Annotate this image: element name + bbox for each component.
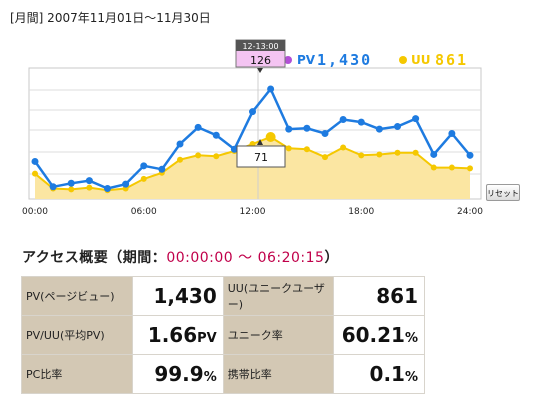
tooltip-uu-value: 71 (254, 151, 268, 164)
stat-value-mobile-ratio: 0.1% (333, 354, 425, 394)
pv-point (285, 125, 293, 133)
stat-label-unique-rate: ユニーク率 (222, 315, 335, 355)
pv-point (85, 177, 93, 185)
pv-point (230, 145, 238, 153)
x-tick-label: 24:00 (457, 207, 483, 217)
pv-point (339, 116, 347, 124)
uu-point (285, 145, 292, 152)
stat-unit-pv-per-uu: PV (197, 331, 217, 346)
pv-point (267, 85, 275, 93)
pv-point (357, 118, 365, 126)
stats-row: PC比率 99.9% 携帯比率 0.1% (20, 354, 425, 394)
stats-table: PV(ページビュー) 1,430 UU(ユニークユーザー) 861 PV/UU(… (20, 276, 425, 394)
pv-point (303, 124, 311, 132)
stat-unit-pc-ratio: % (203, 370, 217, 385)
uu-point (448, 164, 455, 171)
x-tick-label: 12:00 (240, 207, 266, 217)
uu-point (340, 144, 347, 151)
stat-label-pv: PV(ページビュー) (20, 276, 134, 316)
pv-total: 1,430 (317, 51, 372, 69)
x-axis-ticks: 00:00 06:00 12:00 18:00 24:00 (22, 207, 483, 217)
period-heading: [月間] 2007年11月01日～11月30日 (10, 11, 211, 25)
uu-point (68, 186, 75, 193)
stat-number-pv-per-uu: 1.66 (147, 323, 198, 347)
uu-point (32, 170, 38, 177)
pv-point (212, 131, 220, 139)
tooltip-pv-value: 126 (250, 54, 271, 67)
uu-point (140, 175, 147, 182)
pv-point (176, 140, 184, 148)
x-tick-label: 18:00 (348, 207, 374, 217)
pv-point (375, 125, 383, 133)
uu-hover-point (265, 131, 276, 142)
uu-point (394, 149, 401, 156)
uu-tooltip: 71 (236, 139, 286, 168)
uu-legend-label: UU (411, 53, 431, 67)
uu-point (412, 149, 419, 156)
uu-point (195, 152, 202, 159)
stat-label-uu: UU(ユニークユーザー) (222, 276, 335, 316)
pv-series-points (31, 85, 474, 193)
pv-point (466, 151, 474, 159)
uu-point (86, 184, 93, 191)
summary-title-label: アクセス概要（期間： (22, 250, 167, 266)
stat-value-uu: 861 (333, 276, 425, 316)
uu-point (358, 152, 365, 159)
pv-point (31, 157, 39, 165)
x-tick-label: 06:00 (131, 207, 157, 217)
pv-point (104, 185, 111, 193)
uu-total: 861 (435, 51, 468, 69)
hourly-access-chart: PV 1,430 UU 861 12-13:00 126 71 00:00 06:… (22, 39, 483, 217)
stat-label-pc-ratio: PC比率 (20, 354, 134, 394)
uu-point (322, 154, 328, 161)
summary-title-close: ） (324, 250, 339, 266)
pv-point (448, 130, 456, 137)
summary-title: アクセス概要（期間：00:00:00 ～ 06:20:15） (22, 247, 339, 267)
pv-point (321, 130, 329, 137)
uu-point (213, 153, 220, 160)
pv-point (122, 180, 130, 188)
pv-point (140, 162, 148, 170)
stat-unit-mobile-ratio: % (404, 370, 418, 385)
pv-point (430, 150, 438, 158)
uu-point (177, 156, 183, 163)
stat-number-uu: 861 (376, 284, 418, 308)
stat-value-unique-rate: 60.21% (333, 315, 425, 355)
pv-point (158, 165, 166, 173)
x-tick-label: 00:00 (22, 207, 48, 217)
pv-point (194, 123, 202, 131)
uu-legend-marker (399, 56, 407, 64)
stat-number-pv: 1,430 (153, 284, 217, 308)
uu-point (249, 140, 256, 147)
pv-point (67, 179, 75, 187)
tooltip-time: 12-13:00 (242, 42, 278, 51)
uu-point (303, 146, 310, 153)
stats-row: PV/UU(平均PV) 1.66PV ユニーク率 60.21% (20, 315, 425, 355)
uu-point (376, 151, 383, 158)
stat-number-pc-ratio: 99.9 (154, 362, 204, 386)
stat-unit-unique-rate: % (404, 331, 418, 346)
stat-value-pv-per-uu: 1.66PV (132, 315, 224, 355)
pv-legend-marker (284, 56, 292, 64)
uu-point (467, 165, 473, 172)
stat-number-mobile-ratio: 0.1 (369, 362, 405, 386)
pv-legend-label: PV (297, 53, 316, 67)
summary-range: 00:00:00 ～ 06:20:15 (166, 250, 325, 266)
pv-point (249, 108, 256, 116)
pv-point (394, 123, 401, 131)
stat-label-mobile-ratio: 携帯比率 (222, 354, 335, 394)
uu-point (430, 164, 437, 171)
stat-number-unique-rate: 60.21 (341, 323, 405, 347)
uu-area (35, 137, 470, 199)
stat-value-pv: 1,430 (132, 276, 224, 316)
stat-value-pc-ratio: 99.9% (132, 354, 224, 394)
pv-point (412, 115, 420, 123)
reset-button[interactable]: リセット (486, 184, 520, 201)
pv-point (49, 183, 57, 191)
stat-label-pv-per-uu: PV/UU(平均PV) (20, 315, 134, 355)
stats-row: PV(ページビュー) 1,430 UU(ユニークユーザー) 861 (20, 276, 425, 316)
pv-tooltip: 12-13:00 126 (235, 39, 286, 73)
